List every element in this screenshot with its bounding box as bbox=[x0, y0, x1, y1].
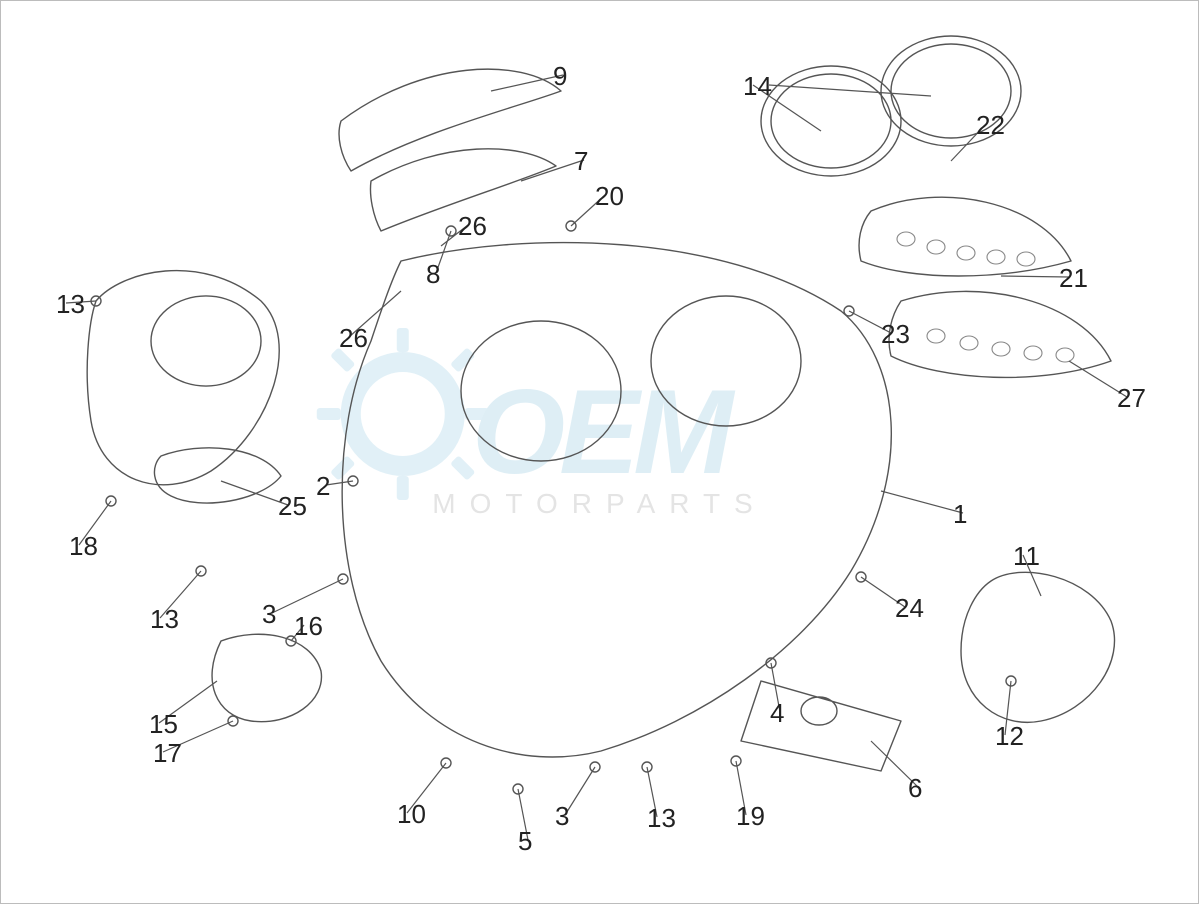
callout-5: 5 bbox=[518, 826, 532, 857]
callout-27: 27 bbox=[1117, 383, 1146, 414]
callout-2: 2 bbox=[316, 471, 330, 502]
callout-10: 10 bbox=[397, 799, 426, 830]
leader-3 bbox=[272, 579, 343, 613]
callout-20: 20 bbox=[595, 181, 624, 212]
callout-3: 3 bbox=[262, 599, 276, 630]
leader-1 bbox=[881, 491, 963, 513]
callout-9: 9 bbox=[553, 61, 567, 92]
callout-12: 12 bbox=[995, 721, 1024, 752]
callout-16: 16 bbox=[294, 611, 323, 642]
callout-7: 7 bbox=[574, 146, 588, 177]
diagram-stage: OEM MOTORPARTS 1233456789101112131313141… bbox=[0, 0, 1199, 904]
callout-26: 26 bbox=[458, 211, 487, 242]
callout-1: 1 bbox=[953, 499, 967, 530]
callout-18: 18 bbox=[69, 531, 98, 562]
callout-4: 4 bbox=[770, 698, 784, 729]
callout-14: 14 bbox=[743, 71, 772, 102]
callout-15: 15 bbox=[149, 709, 178, 740]
callout-8: 8 bbox=[426, 259, 440, 290]
callout-17: 17 bbox=[153, 738, 182, 769]
callout-23: 23 bbox=[881, 319, 910, 350]
callout-13: 13 bbox=[647, 803, 676, 834]
callout-6: 6 bbox=[908, 773, 922, 804]
callout-11: 11 bbox=[1013, 541, 1040, 572]
callout-24: 24 bbox=[895, 593, 924, 624]
callout-21: 21 bbox=[1059, 263, 1088, 294]
callout-13: 13 bbox=[56, 289, 85, 320]
callout-26: 26 bbox=[339, 323, 368, 354]
callout-22: 22 bbox=[976, 110, 1005, 141]
callout-19: 19 bbox=[736, 801, 765, 832]
leader-3 bbox=[565, 767, 595, 815]
callout-25: 25 bbox=[278, 491, 307, 522]
callout-13: 13 bbox=[150, 604, 179, 635]
callout-3: 3 bbox=[555, 801, 569, 832]
